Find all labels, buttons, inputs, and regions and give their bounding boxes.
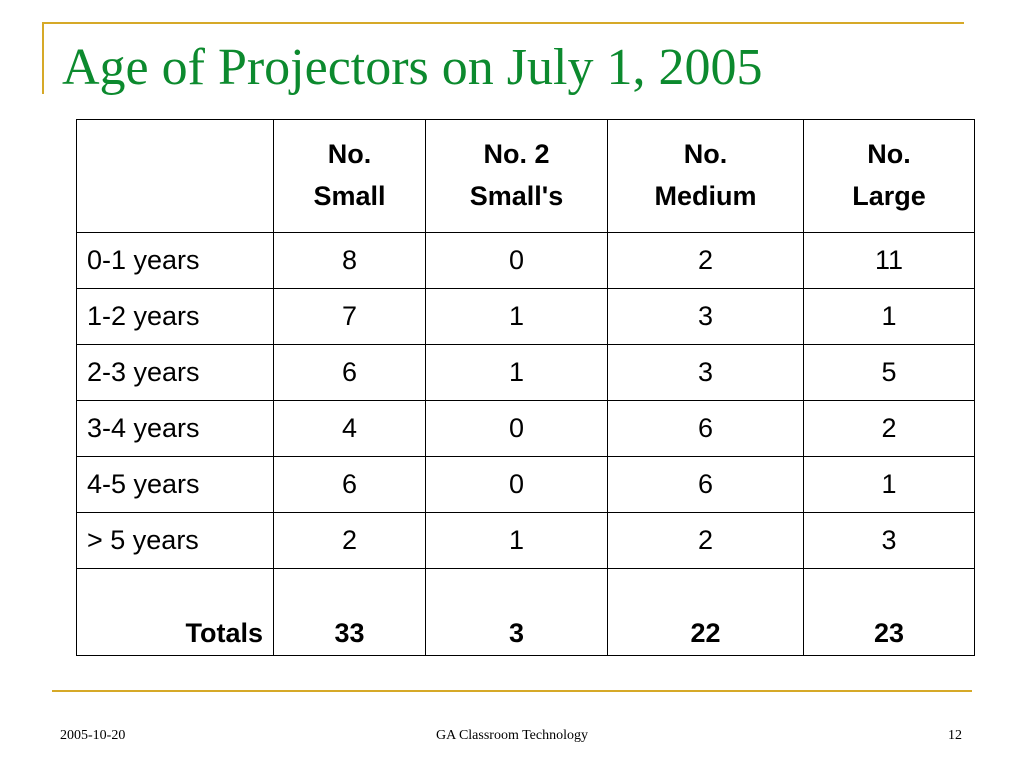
- table-cell: 6: [273, 456, 426, 513]
- row-label: 1-2 years: [76, 288, 274, 345]
- table-row: 4-5 years 6 0 6 1: [76, 456, 975, 513]
- row-label: 2-3 years: [76, 344, 274, 401]
- total-cell: 23: [803, 568, 975, 656]
- header-cell-2-smalls: No. 2 Small's: [425, 119, 608, 233]
- table-cell: 3: [607, 288, 804, 345]
- total-cell: 3: [425, 568, 608, 656]
- table-row: 3-4 years 4 0 6 2: [76, 400, 975, 457]
- table-cell: 1: [803, 456, 975, 513]
- table-cell: 1: [803, 288, 975, 345]
- table-cell: 5: [803, 344, 975, 401]
- table-row: 2-3 years 6 1 3 5: [76, 344, 975, 401]
- header-line: No.: [327, 139, 372, 170]
- footer-date: 2005-10-20: [60, 728, 126, 743]
- top-accent-rule: [42, 22, 964, 24]
- table-cell: 1: [425, 288, 608, 345]
- table-cell: 6: [607, 456, 804, 513]
- table-cell: 0: [425, 232, 608, 289]
- table-cell: 3: [803, 512, 975, 569]
- header-line: Large: [852, 181, 926, 211]
- totals-row: Totals 33 3 22 23: [76, 568, 975, 656]
- table-cell: 2: [273, 512, 426, 569]
- row-label: > 5 years: [76, 512, 274, 569]
- table-row: > 5 years 2 1 2 3: [76, 512, 975, 569]
- table-cell: 11: [803, 232, 975, 289]
- table-cell: 8: [273, 232, 426, 289]
- table-cell: 6: [273, 344, 426, 401]
- table-cell: 0: [425, 456, 608, 513]
- header-line: Small: [313, 181, 386, 211]
- projector-age-table: No. Small No. 2 Small's No. Medium No. L…: [76, 119, 975, 656]
- header-cell-small: No. Small: [273, 119, 426, 233]
- row-label: 0-1 years: [76, 232, 274, 289]
- table-cell: 2: [607, 512, 804, 569]
- left-accent-rule: [42, 22, 44, 94]
- header-cell-large: No. Large: [803, 119, 975, 233]
- table-cell: 2: [607, 232, 804, 289]
- table-header-row: No. Small No. 2 Small's No. Medium No. L…: [76, 119, 975, 233]
- table-cell: 4: [273, 400, 426, 457]
- total-cell: 33: [273, 568, 426, 656]
- totals-label: Totals: [76, 568, 274, 656]
- table-cell: 0: [425, 400, 608, 457]
- header-cell-empty: [76, 119, 274, 233]
- header-cell-medium: No. Medium: [607, 119, 804, 233]
- table-cell: 1: [425, 344, 608, 401]
- table-cell: 3: [607, 344, 804, 401]
- table-cell: 7: [273, 288, 426, 345]
- footer-title: GA Classroom Technology: [436, 728, 588, 743]
- table-row: 0-1 years 8 0 2 11: [76, 232, 975, 289]
- bottom-accent-rule: [52, 690, 972, 692]
- header-line: No.: [683, 139, 728, 170]
- slide-title: Age of Projectors on July 1, 2005: [62, 39, 763, 96]
- header-line: Small's: [469, 181, 564, 211]
- table-cell: 1: [425, 512, 608, 569]
- row-label: 3-4 years: [76, 400, 274, 457]
- table-cell: 2: [803, 400, 975, 457]
- table-row: 1-2 years 7 1 3 1: [76, 288, 975, 345]
- header-line: Medium: [654, 181, 757, 211]
- row-label: 4-5 years: [76, 456, 274, 513]
- table-cell: 6: [607, 400, 804, 457]
- total-cell: 22: [607, 568, 804, 656]
- header-line: No. 2: [483, 139, 550, 170]
- header-line: No.: [867, 139, 911, 170]
- slide-number: 12: [948, 728, 962, 743]
